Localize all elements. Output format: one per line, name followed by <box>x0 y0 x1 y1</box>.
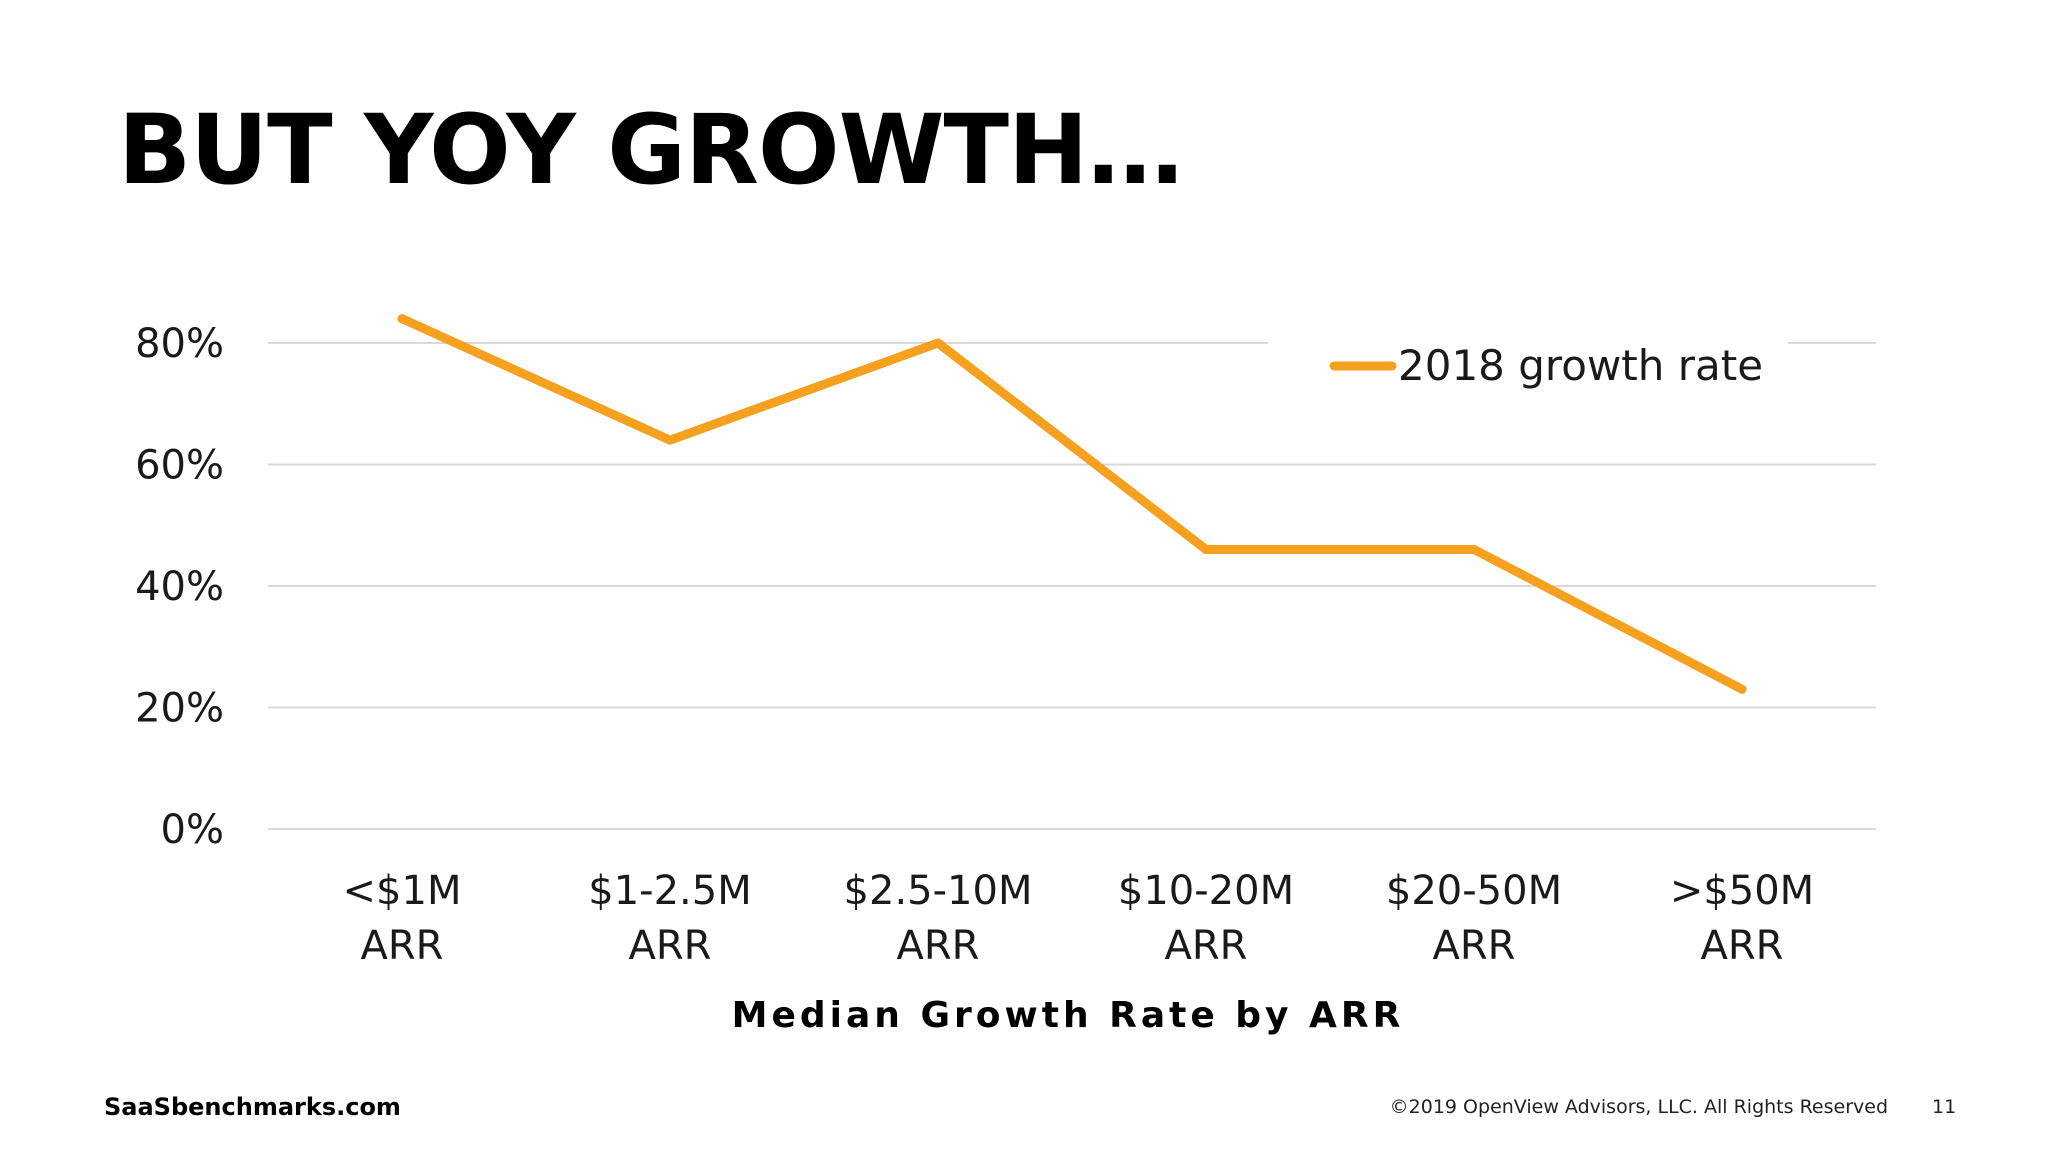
y-tick-label: 0% <box>161 807 224 853</box>
data-point <box>665 435 675 445</box>
y-axis-ticks: 0% 20% 40% 60% 80% <box>135 321 224 853</box>
x-tick-label-line: ARR <box>897 923 980 969</box>
x-tick-label-line: $2.5-10M <box>844 868 1033 914</box>
y-tick-label: 40% <box>135 564 224 610</box>
legend-label: 2018 growth rate <box>1398 341 1763 390</box>
y-tick-label: 60% <box>135 443 224 489</box>
x-tick-label-line: ARR <box>629 923 712 969</box>
page-number: 11 <box>1932 1096 1957 1118</box>
series-line <box>397 314 1747 694</box>
x-tick-label: >$50M ARR <box>1670 868 1814 969</box>
x-tick-label-line: $10-20M <box>1118 868 1294 914</box>
x-tick-label-line: >$50M <box>1670 868 1814 914</box>
x-tick-label: $1-2.5M ARR <box>588 868 751 969</box>
footer-website: SaaSbenchmarks.com <box>104 1093 401 1121</box>
x-tick-label: $20-50M ARR <box>1386 868 1562 969</box>
x-tick-label: $10-20M ARR <box>1118 868 1294 969</box>
x-axis-label: Median Growth Rate by ARR <box>732 995 1405 1036</box>
x-tick-label-line: <$1M <box>343 868 462 914</box>
y-tick-label: 20% <box>135 686 224 732</box>
x-tick-label-line: ARR <box>1701 923 1784 969</box>
x-tick-label-line: $1-2.5M <box>588 868 751 914</box>
y-tick-label: 80% <box>135 321 224 367</box>
series-layer <box>397 314 1747 694</box>
legend: 2018 growth rate <box>1268 326 1788 406</box>
x-tick-label-line: $20-50M <box>1386 868 1562 914</box>
data-point <box>1469 545 1479 555</box>
data-point <box>1201 545 1211 555</box>
data-point <box>933 338 943 348</box>
x-axis-ticks: <$1MARR$1-2.5MARR$2.5-10MARR$10-20MARR$2… <box>343 868 1815 969</box>
x-tick-label-line: ARR <box>1433 923 1516 969</box>
data-point <box>397 314 407 324</box>
footer-copyright: ©2019 OpenView Advisors, LLC. All Rights… <box>1389 1096 1888 1118</box>
x-tick-label-line: ARR <box>1165 923 1248 969</box>
x-tick-label: <$1M ARR <box>343 868 462 969</box>
data-point <box>1737 684 1747 694</box>
x-tick-label-line: ARR <box>361 923 444 969</box>
slide-title: BUT YOY GROWTH… <box>118 94 1183 206</box>
x-tick-label: $2.5-10M ARR <box>844 868 1033 969</box>
grid-lines <box>268 342 1876 830</box>
